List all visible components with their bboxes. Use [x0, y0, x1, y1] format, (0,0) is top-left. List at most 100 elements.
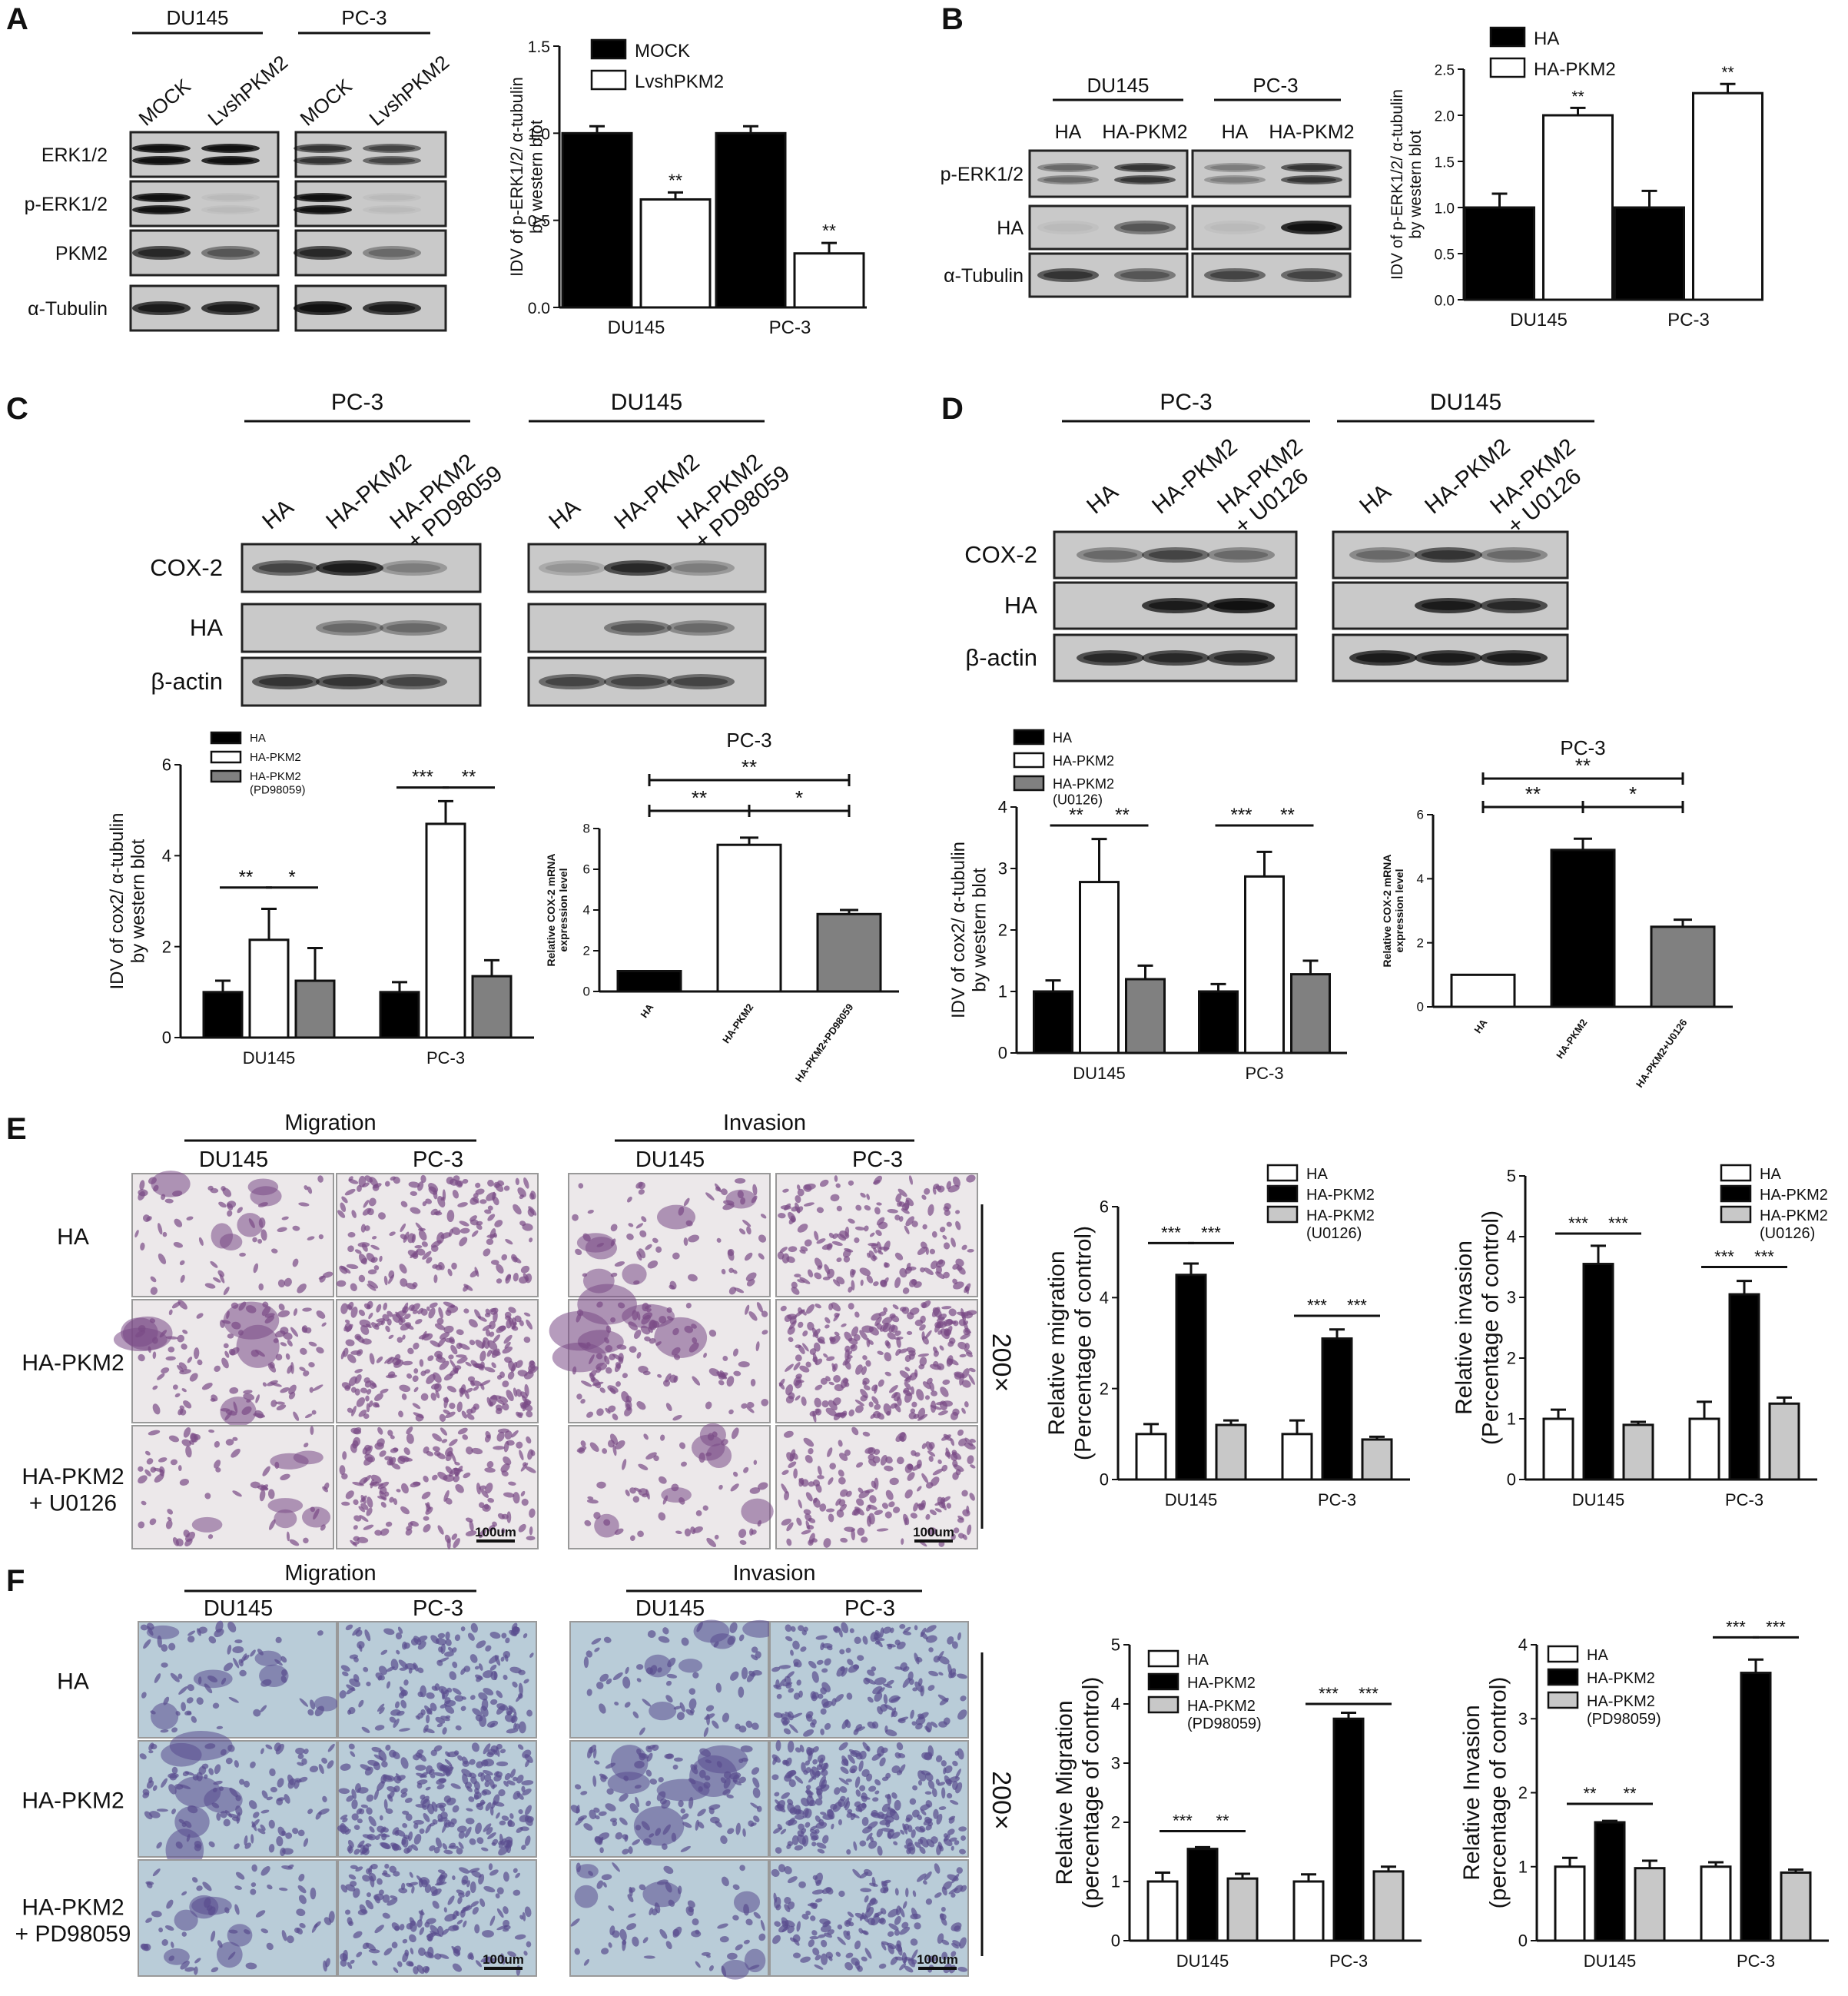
- cell: [344, 1319, 350, 1323]
- cell: [596, 1301, 603, 1308]
- cell: [605, 1345, 613, 1353]
- blot-band-core: [1148, 550, 1203, 560]
- cell: [262, 1466, 270, 1476]
- cell: [641, 1314, 651, 1325]
- cell: [526, 1319, 533, 1330]
- cell-cluster: [594, 1513, 619, 1538]
- blot-band-core: [138, 207, 185, 213]
- cell: [260, 1229, 267, 1241]
- blot-band-core: [1486, 601, 1541, 610]
- row-label: HA: [1004, 592, 1037, 619]
- cell: [383, 1275, 388, 1286]
- cell: [379, 1255, 383, 1262]
- cell: [165, 1519, 173, 1529]
- y-tick-label: 4: [1507, 1227, 1516, 1247]
- cell-line-label: PC-3: [413, 1147, 463, 1172]
- cell: [171, 1301, 181, 1309]
- cell: [884, 1352, 892, 1362]
- cell: [688, 1342, 699, 1353]
- cell: [361, 1243, 368, 1252]
- cell: [583, 1656, 589, 1669]
- blot-band-core: [386, 677, 441, 686]
- row-label: HA-PKM2: [22, 1350, 124, 1376]
- cell: [435, 1210, 441, 1216]
- cell: [405, 1529, 413, 1536]
- bar: [1175, 1274, 1207, 1481]
- cell: [467, 1376, 476, 1383]
- cell: [486, 1461, 494, 1469]
- cell: [874, 1207, 881, 1215]
- cell: [270, 1400, 277, 1407]
- cell: [521, 1498, 529, 1506]
- cell: [966, 1174, 976, 1183]
- cell: [636, 1351, 642, 1359]
- cell: [605, 1407, 611, 1414]
- cell: [671, 1347, 681, 1356]
- significance-label: **: [1525, 782, 1541, 805]
- cell: [505, 1274, 512, 1284]
- cell: [365, 1395, 370, 1402]
- cell: [965, 1352, 973, 1357]
- cell: [161, 1367, 170, 1373]
- cell: [402, 1334, 406, 1340]
- cell: [423, 1524, 431, 1533]
- cell: [280, 1342, 287, 1347]
- cell: [207, 1534, 214, 1539]
- cell: [794, 1274, 801, 1278]
- blot-band: [1480, 547, 1548, 563]
- cell: [443, 1373, 453, 1381]
- blot-band-core: [258, 677, 314, 686]
- cell: [148, 1177, 157, 1184]
- row-label: HA: [57, 1224, 89, 1250]
- cell: [758, 1482, 768, 1490]
- cell: [575, 1248, 582, 1256]
- magnification-label: 200×: [987, 1333, 1016, 1393]
- cell: [440, 1427, 448, 1436]
- cell: [866, 1194, 870, 1201]
- blot-band-core: [299, 207, 347, 213]
- cell: [645, 1452, 657, 1460]
- cell-cluster: [574, 1885, 599, 1908]
- blot-band: [363, 156, 421, 165]
- cell: [848, 1287, 853, 1293]
- significance-label: ***: [412, 767, 433, 788]
- blot-band-core: [1120, 164, 1170, 171]
- cell: [586, 1411, 593, 1418]
- cell: [610, 1224, 618, 1232]
- cell: [728, 1248, 735, 1257]
- cell: [362, 1207, 371, 1216]
- cell: [432, 1433, 443, 1442]
- cell: [211, 1394, 218, 1402]
- cell: [385, 1521, 393, 1527]
- cell: [831, 1240, 843, 1246]
- cell: [520, 1265, 530, 1274]
- significance-label: **: [822, 221, 836, 241]
- blot-band-core: [1210, 177, 1259, 183]
- blot-band-core: [207, 158, 254, 164]
- blot-band-core: [386, 623, 441, 633]
- cell: [955, 1258, 964, 1267]
- blot-band-core: [1287, 271, 1336, 280]
- label-line: by western blot: [128, 839, 149, 963]
- y-tick-label: 3: [1518, 1709, 1528, 1729]
- cell: [814, 1257, 823, 1268]
- blot-band-core: [138, 304, 185, 313]
- cell: [138, 1475, 148, 1484]
- cell: [388, 1270, 395, 1279]
- cell: [485, 1308, 491, 1315]
- cell-cluster: [661, 1487, 692, 1503]
- cell: [529, 1360, 536, 1369]
- cell: [952, 1176, 960, 1187]
- cell: [730, 1483, 739, 1492]
- cell: [815, 1304, 821, 1309]
- bar: [471, 975, 513, 1039]
- bar: [1542, 114, 1614, 301]
- cell: [358, 1410, 367, 1417]
- cell: [508, 1481, 516, 1486]
- blot-band: [1114, 163, 1176, 172]
- x-category-label: PC-3: [1737, 1951, 1775, 1971]
- cell: [425, 1198, 432, 1204]
- cell: [525, 1273, 533, 1284]
- cell: [513, 1204, 522, 1215]
